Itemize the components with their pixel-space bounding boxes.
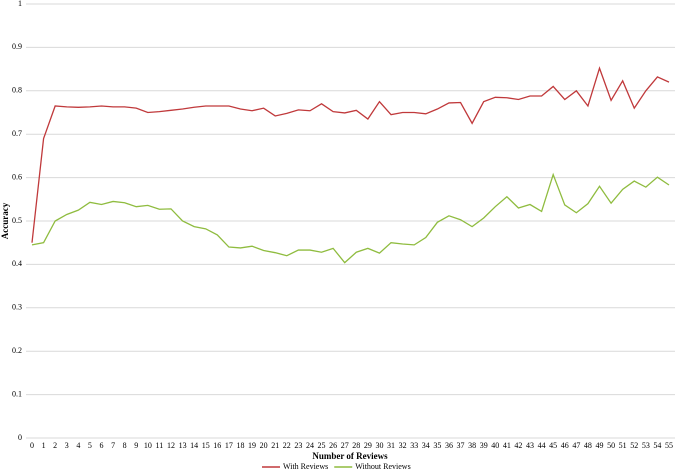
x-tick-label: 29 <box>364 441 372 450</box>
x-tick-label: 30 <box>375 441 383 450</box>
x-tick-label: 21 <box>271 441 279 450</box>
y-tick-label: 0 <box>18 433 22 442</box>
x-tick-label: 7 <box>111 441 115 450</box>
x-tick-label: 51 <box>619 441 627 450</box>
x-tick-label: 46 <box>561 441 569 450</box>
x-tick-label: 28 <box>352 441 360 450</box>
x-tick-label: 9 <box>134 441 138 450</box>
data-line <box>31 172 670 264</box>
x-tick-label: 39 <box>480 441 488 450</box>
y-tick-label: 0.4 <box>12 259 22 268</box>
x-tick-label: 24 <box>306 441 314 450</box>
x-tick-label: 34 <box>422 441 430 450</box>
x-tick-label: 5 <box>88 441 92 450</box>
x-tick-label: 37 <box>457 441 465 450</box>
x-tick-label: 19 <box>248 441 256 450</box>
x-tick-label: 26 <box>329 441 337 450</box>
x-tick-label: 45 <box>549 441 557 450</box>
x-tick-label: 35 <box>433 441 441 450</box>
x-tick-label: 4 <box>76 441 80 450</box>
x-tick-label: 18 <box>236 441 244 450</box>
x-tick-label: 0 <box>30 441 34 450</box>
x-tick-label: 41 <box>503 441 511 450</box>
x-tick-label: 2 <box>53 441 57 450</box>
x-tick-label: 52 <box>630 441 638 450</box>
y-axis-title: Accuracy <box>0 202 10 239</box>
x-tick-label: 48 <box>584 441 592 450</box>
y-tick-label: 0.1 <box>12 389 22 398</box>
x-tick-label: 13 <box>179 441 187 450</box>
x-tick-label: 42 <box>514 441 522 450</box>
y-tick-label: 0.7 <box>12 129 22 138</box>
x-tick-label: 49 <box>596 441 604 450</box>
x-tick-label: 47 <box>572 441 580 450</box>
x-tick-label: 31 <box>387 441 395 450</box>
x-tick-label: 15 <box>202 441 210 450</box>
x-tick-label: 54 <box>653 441 661 450</box>
x-axis-title: Number of Reviews <box>312 451 388 461</box>
x-tick-label: 14 <box>190 441 198 450</box>
x-tick-label: 33 <box>410 441 418 450</box>
legend-label: Without Reviews <box>355 462 410 471</box>
y-tick-label: 0.2 <box>12 346 22 355</box>
x-tick-label: 8 <box>123 441 127 450</box>
x-tick-label: 43 <box>526 441 534 450</box>
x-tick-label: 22 <box>283 441 291 450</box>
y-tick-label: 1 <box>18 0 22 8</box>
x-tick-label: 16 <box>213 441 221 450</box>
x-tick-label: 40 <box>491 441 499 450</box>
x-tick-label: 50 <box>607 441 615 450</box>
x-tick-label: 38 <box>468 441 476 450</box>
legend-label: With Reviews <box>283 462 328 471</box>
data-line <box>31 66 670 243</box>
x-tick-label: 32 <box>399 441 407 450</box>
x-tick-label: 36 <box>445 441 453 450</box>
x-tick-label: 3 <box>65 441 69 450</box>
x-tick-label: 11 <box>156 441 164 450</box>
x-tick-label: 55 <box>665 441 673 450</box>
y-tick-label: 0.9 <box>12 42 22 51</box>
x-tick-label: 53 <box>642 441 650 450</box>
x-tick-label: 27 <box>341 441 349 450</box>
x-tick-label: 23 <box>294 441 302 450</box>
x-tick-label: 10 <box>144 441 152 450</box>
x-tick-label: 20 <box>260 441 268 450</box>
x-tick-label: 6 <box>99 441 103 450</box>
y-tick-label: 0.5 <box>12 216 22 225</box>
x-tick-label: 25 <box>318 441 326 450</box>
x-tick-label: 17 <box>225 441 233 450</box>
x-tick-label: 1 <box>42 441 46 450</box>
y-tick-label: 0.6 <box>12 172 22 181</box>
x-tick-label: 12 <box>167 441 175 450</box>
x-tick-label: 44 <box>538 441 546 450</box>
y-tick-label: 0.8 <box>12 86 22 95</box>
y-tick-label: 0.3 <box>12 303 22 312</box>
